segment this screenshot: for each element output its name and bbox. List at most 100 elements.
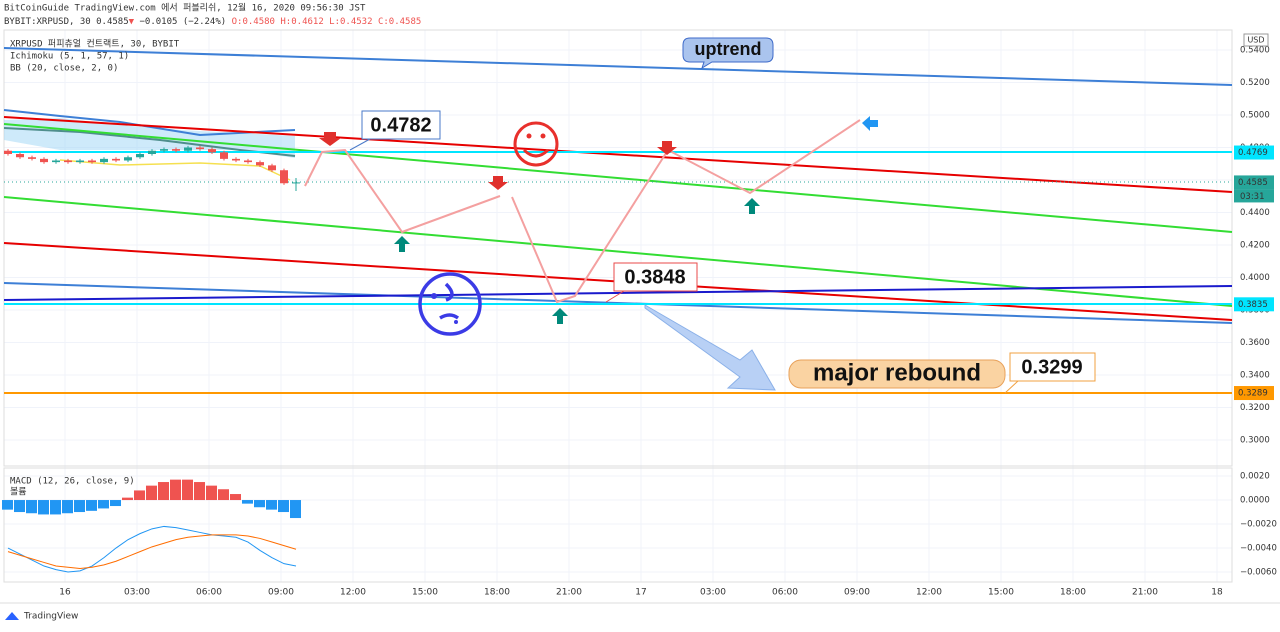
trend-line (3, 116, 1233, 193)
candle-body (256, 162, 264, 166)
candle-body (232, 158, 240, 161)
price-label-box (1234, 297, 1274, 312)
x-tick-label: 18:00 (1060, 588, 1086, 598)
countdown-box (1234, 189, 1274, 203)
volume-label: 볼륨 (10, 487, 27, 498)
logo (5, 612, 19, 620)
callout-pointer (1004, 380, 1019, 394)
callout-pointer (349, 138, 371, 151)
macd-histogram-bar (290, 500, 301, 519)
main-pane (3, 29, 1233, 467)
y-tick-label: 0.5200 (1240, 78, 1270, 88)
candle-body (268, 165, 276, 171)
macd-histogram-bar (62, 500, 73, 514)
macd-histogram-bar (122, 497, 133, 501)
y-tick-label: 0.0020 (1240, 472, 1270, 482)
y-tick-label: −0.0060 (1240, 568, 1277, 578)
macd-histogram-bar (38, 500, 49, 515)
candle-body (64, 160, 72, 163)
annotation: major rebound (813, 359, 981, 386)
buy-arrows (394, 198, 760, 324)
candle-body (220, 152, 228, 159)
brand: TradingView (23, 612, 78, 622)
candle-body (196, 147, 204, 150)
candle-body (76, 160, 84, 163)
annotation: 0.4782 (370, 114, 431, 136)
macd-histogram-bar (2, 500, 13, 510)
y-tick-label: 0.3600 (1240, 338, 1270, 348)
candle-body (148, 150, 156, 154)
candle-body (160, 149, 168, 151)
published-line: BitCoinGuide TradingView.com 에서 퍼블리쉬, 12… (4, 2, 366, 14)
macd-line (7, 525, 297, 573)
sell-arrows (319, 132, 677, 190)
callout (361, 110, 441, 140)
x-tick-label: 18:00 (484, 588, 510, 598)
candle-body (184, 147, 192, 151)
path-arrow (511, 119, 861, 304)
price-label-box (1234, 175, 1274, 190)
x-tick-label: 17 (635, 588, 646, 598)
macd-histogram-bar (242, 500, 253, 504)
y-tick-label: 0.4400 (1240, 208, 1270, 218)
smiley (513, 121, 559, 167)
y-tick-label: 0.5000 (1240, 110, 1270, 120)
big-arrow (644, 304, 776, 391)
candle-body (52, 160, 60, 163)
y-tick-label: 0.3000 (1240, 435, 1270, 445)
y-tick-label: 0.3200 (1240, 403, 1270, 413)
macd-histogram-bar (134, 490, 145, 501)
macd-histogram-bar (146, 485, 157, 501)
y-tick-label: −0.0040 (1240, 544, 1277, 554)
macd-histogram-bar (158, 482, 169, 501)
candle-body (208, 149, 216, 153)
annotation: 0.3299 (1021, 356, 1082, 378)
macd-pane (3, 467, 1233, 583)
y-tick-label: 0.3400 (1240, 370, 1270, 380)
candle-body (100, 158, 108, 163)
price-label-box (1234, 145, 1274, 160)
x-tick-label: 12:00 (340, 588, 366, 598)
trend-line (3, 285, 1233, 301)
candle-body (136, 153, 144, 158)
trend-line (3, 47, 1233, 86)
price-label: 0.3835 (1238, 300, 1268, 310)
candle-body (4, 150, 12, 154)
price-label: 0.4769 (1238, 148, 1268, 158)
x-tick-label: 06:00 (772, 588, 798, 598)
macd-histogram-bar (110, 500, 121, 507)
price-label-box (1234, 386, 1274, 401)
macd-histogram-bar (230, 494, 241, 501)
candle-body (292, 182, 300, 184)
macd-histogram-bar (206, 485, 217, 501)
price-label: 0.3289 (1238, 389, 1268, 399)
symbol-line: BYBIT:XRPUSD, 30 0.4585▼ −0.0105 (−2.24%… (4, 17, 421, 27)
legend-item: BB (20, close, 2, 0) (10, 64, 118, 74)
candle-body (40, 158, 48, 163)
legend-item: Ichimoku (5, 1, 57, 1) (10, 52, 129, 62)
macd-histogram-bar (218, 489, 229, 501)
x-tick-label: 15:00 (412, 588, 438, 598)
candle-body (28, 157, 36, 159)
candle-body (16, 153, 24, 158)
currency-box[interactable] (1243, 33, 1269, 47)
macd-histogram-bar (74, 500, 85, 513)
x-tick-label: 09:00 (844, 588, 870, 598)
macd-histogram-bar (98, 500, 109, 509)
x-tick-label: 03:00 (124, 588, 150, 598)
annotation: 0.3848 (624, 266, 685, 288)
sad-face (418, 272, 482, 336)
bb-lower (59, 159, 291, 181)
x-tick-label: 21:00 (1132, 588, 1158, 598)
candle-body (244, 160, 252, 163)
candle-body (112, 158, 120, 161)
macd-histogram-bar (170, 479, 181, 501)
path-arrow (304, 148, 501, 234)
sad-face-eyes (431, 293, 458, 324)
candle-body (280, 170, 288, 184)
signal-line (7, 534, 297, 569)
macd-histogram-bar (26, 500, 37, 514)
macd-histogram-bar (194, 482, 205, 501)
legend-item: XRPUSD 퍼피츄얼 컨트랙트, 30, BYBIT (10, 39, 180, 50)
